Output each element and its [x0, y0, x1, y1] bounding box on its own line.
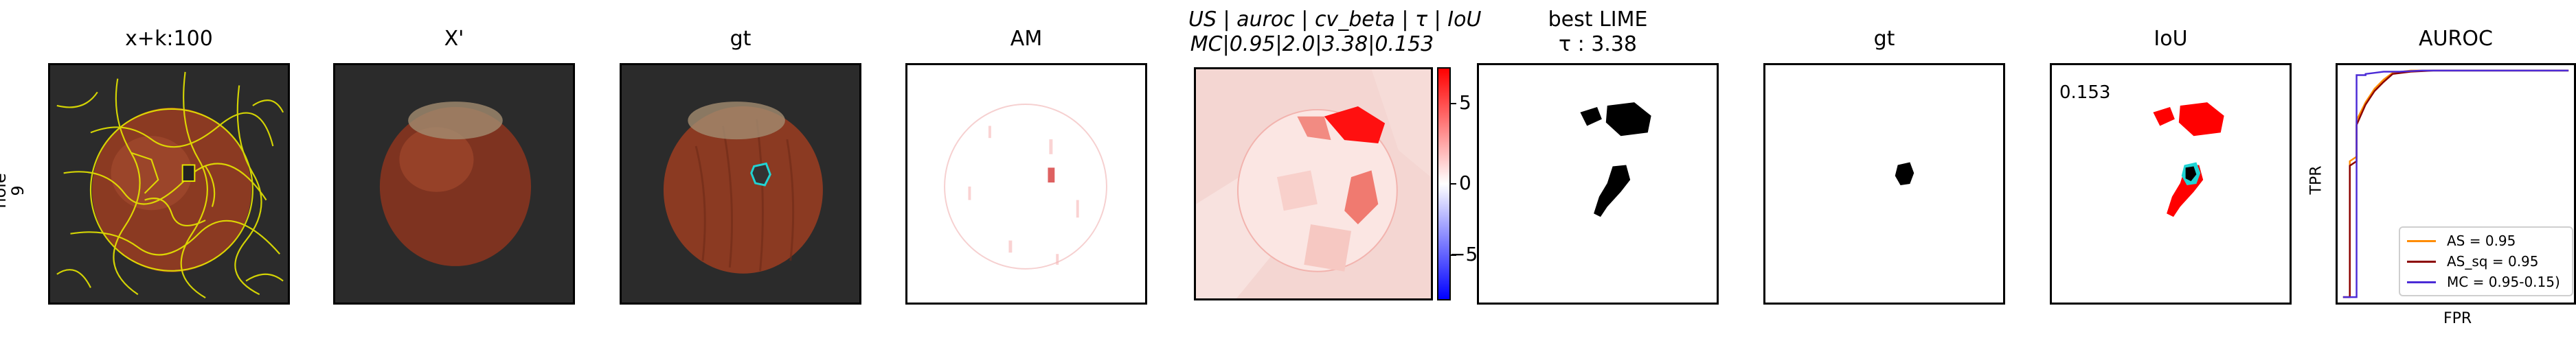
panel-title: gt	[1873, 27, 1895, 51]
legend-line-mc	[2407, 281, 2436, 283]
panel-gt-mask: gt	[1763, 0, 2005, 343]
y-axis-label: TPR	[2307, 165, 2325, 195]
panel-superpixels: x+k:100	[0, 0, 290, 343]
panel-title: X'	[444, 27, 464, 51]
colorbar	[1437, 67, 1451, 300]
gt-mask-svg	[1765, 65, 2003, 303]
panel-gt-image: gt	[620, 0, 861, 343]
gt-mask	[1763, 63, 2005, 305]
colorbar-label-m5: −5	[1449, 243, 1478, 265]
superpixel-image	[48, 63, 290, 305]
panel-title-line1: US | auroc | cv_beta | τ | IoU	[1188, 8, 1482, 32]
panel-title-line1: best LIME	[1548, 8, 1648, 32]
iou-map	[2050, 63, 2292, 305]
colorbar-label-5: 5	[1459, 91, 1471, 114]
superpixel-svg	[50, 65, 288, 303]
lime-mask	[1477, 63, 1719, 305]
legend-item: AS_sq = 0.95	[2407, 251, 2565, 272]
panel-am: AM	[905, 0, 1147, 343]
mc-heatmap-svg	[1196, 69, 1431, 298]
am-map-svg	[907, 65, 1145, 303]
chart-legend: AS = 0.95 AS_sq = 0.95 MC = 0.95-0.15)	[2399, 226, 2573, 296]
legend-item: MC = 0.95-0.15)	[2407, 272, 2565, 292]
x-prime-image	[333, 63, 575, 305]
gt-image	[620, 63, 861, 305]
panel-mc-heatmap: US | auroc | cv_beta | τ | IoU MC|0.95|2…	[1161, 0, 1482, 343]
panel-title: IoU	[2154, 27, 2188, 51]
iou-map-svg	[2052, 65, 2290, 303]
panel-iou: IoU 0.153	[2050, 0, 2292, 343]
chart-title: AUROC	[2419, 27, 2493, 51]
panel-best-lime: best LIME τ : 3.38	[1477, 0, 1719, 343]
panel-x-prime: X'	[333, 0, 575, 343]
mc-heatmap	[1194, 67, 1433, 300]
panel-auroc: AUROC TPR FPR AS = 0.95 AS_sq = 0.95 MC …	[2303, 0, 2576, 343]
colorbar-tick-m5	[1451, 255, 1456, 256]
colorbar-tick-5	[1451, 103, 1456, 104]
legend-line-as	[2407, 239, 2436, 242]
legend-label-as-sq: AS_sq = 0.95	[2447, 253, 2539, 270]
legend-label-as: AS = 0.95	[2447, 233, 2516, 249]
gt-image-svg	[622, 65, 859, 303]
auroc-svg	[2342, 69, 2569, 298]
panel-title: AM	[1010, 27, 1043, 51]
legend-line-as-sq	[2407, 260, 2436, 263]
panel-title-line2: MC|0.95|2.0|3.38|0.153	[1190, 32, 1434, 56]
lime-mask-svg	[1479, 65, 1717, 303]
legend-label-mc: MC = 0.95-0.15)	[2447, 274, 2560, 290]
panel-title: x+k:100	[125, 27, 213, 51]
panel-title-line2: τ : 3.38	[1558, 32, 1638, 56]
legend-item: AS = 0.95	[2407, 230, 2565, 251]
panel-title: gt	[730, 27, 752, 51]
colorbar-tick-0	[1451, 183, 1456, 185]
x-prime-svg	[335, 65, 573, 303]
roc-curve-2	[2342, 69, 2569, 298]
colorbar-label-0: 0	[1459, 172, 1471, 194]
am-map	[905, 63, 1147, 305]
x-axis-label: FPR	[2443, 310, 2472, 327]
iou-value: 0.153	[2059, 82, 2111, 103]
